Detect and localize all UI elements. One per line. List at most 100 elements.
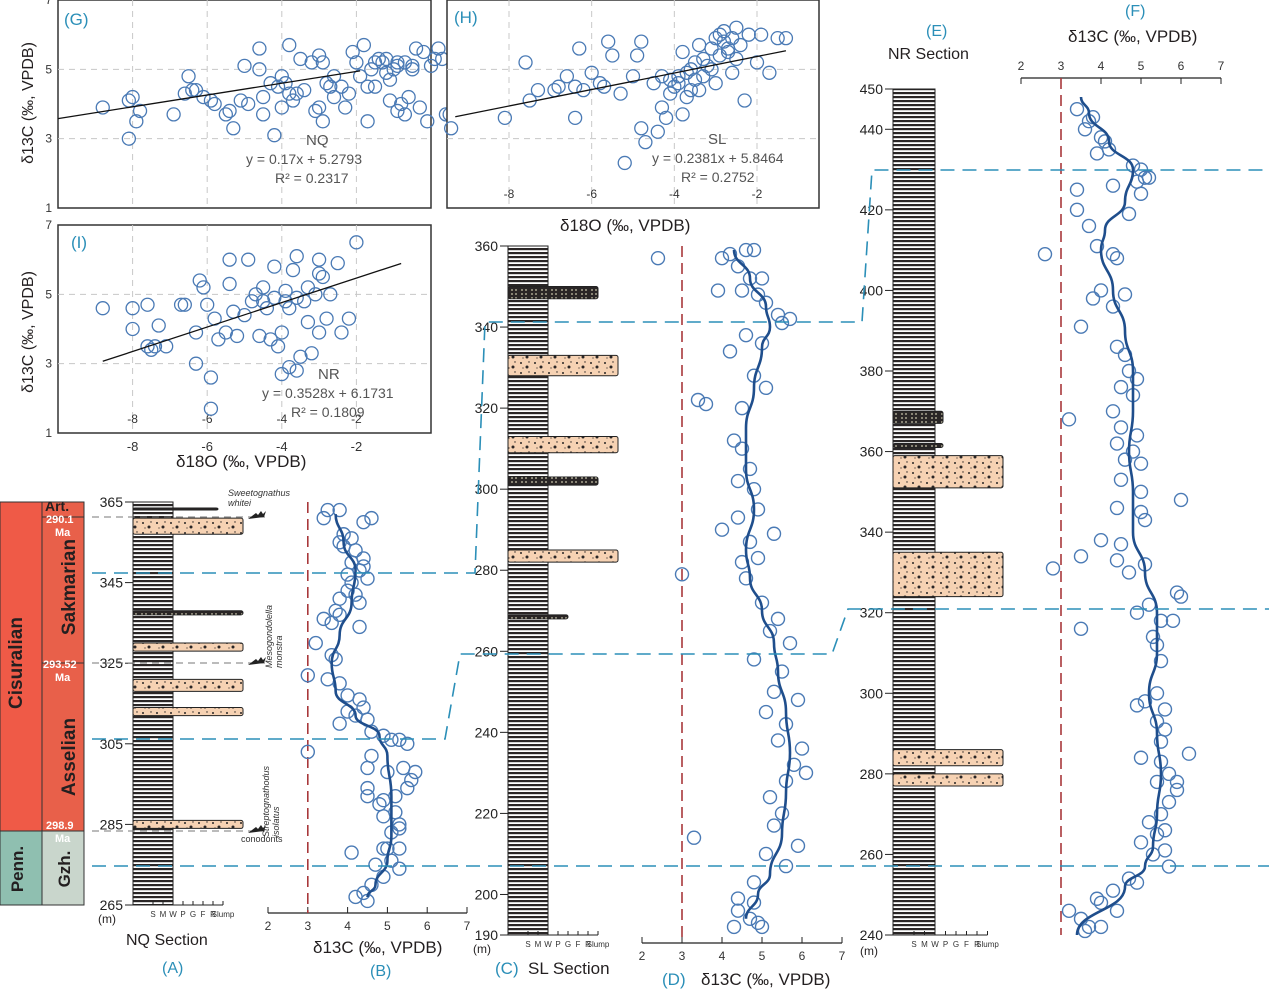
plot-frame xyxy=(446,0,820,209)
data-point xyxy=(263,76,278,91)
data-point xyxy=(696,51,711,67)
data-point xyxy=(222,252,237,267)
section-b-label: (B) xyxy=(370,963,392,980)
data-point xyxy=(218,325,234,340)
data-point xyxy=(675,44,690,60)
data-point xyxy=(400,736,415,751)
depth-tick-label: 260 xyxy=(475,643,499,659)
section-d-label: (D) xyxy=(662,970,686,989)
depth-tick-label: 340 xyxy=(475,319,499,335)
x-tick-label: 3 xyxy=(1058,59,1065,73)
section-label-g: NQ xyxy=(306,132,329,149)
data-point xyxy=(95,100,110,115)
depth-tick-label: 420 xyxy=(860,202,884,218)
data-point xyxy=(758,704,774,720)
data-point xyxy=(1129,605,1145,620)
data-point xyxy=(332,607,347,623)
depth-tick-label: 220 xyxy=(475,805,499,821)
section-e-title: NR Section xyxy=(888,46,969,63)
data-point xyxy=(798,765,814,781)
data-point xyxy=(1113,472,1129,487)
y-tick-label: 5 xyxy=(45,62,52,76)
data-point xyxy=(690,392,706,408)
data-point xyxy=(691,82,707,98)
data-point xyxy=(790,838,806,854)
data-point xyxy=(790,692,806,708)
depth-tick-label: 325 xyxy=(100,655,124,671)
data-point xyxy=(766,684,782,700)
data-point xyxy=(241,96,256,112)
data-point xyxy=(530,82,546,98)
trend-curve xyxy=(732,249,792,919)
data-point xyxy=(1153,734,1169,749)
sandstone-bed xyxy=(507,549,619,563)
age-298: 298.9 xyxy=(46,820,74,832)
data-point xyxy=(766,526,782,541)
grain-scale-label: W xyxy=(544,940,552,949)
data-point xyxy=(308,103,323,119)
data-point xyxy=(324,615,339,631)
data-point xyxy=(316,611,331,627)
data-point xyxy=(218,107,234,122)
data-point xyxy=(332,676,347,691)
data-point xyxy=(207,96,222,112)
data-point xyxy=(348,587,363,602)
conodont-icon xyxy=(248,657,266,665)
data-point xyxy=(1113,379,1129,395)
data-point xyxy=(311,252,327,267)
data-point xyxy=(252,41,267,56)
section-nr: 450 440 420 400 380 360 340 320 300 280 260 240 S M W P… xyxy=(860,81,1004,949)
x-tick-label: -2 xyxy=(351,439,363,454)
data-point xyxy=(671,69,686,84)
y-tick-label: 3 xyxy=(45,132,52,146)
data-point xyxy=(386,62,401,77)
data-point xyxy=(384,853,399,868)
stage-sakmarian: Sakmarian xyxy=(59,538,80,636)
data-point xyxy=(634,34,649,49)
data-point xyxy=(400,780,415,796)
data-point xyxy=(1121,363,1137,379)
data-point xyxy=(746,895,762,910)
data-point xyxy=(289,363,304,378)
data-point xyxy=(1157,823,1173,838)
data-point xyxy=(1133,186,1149,201)
stage-gzh-box xyxy=(41,830,85,906)
data-point xyxy=(340,567,355,582)
data-point xyxy=(237,58,252,74)
data-point xyxy=(348,889,363,905)
stage-asselian: Asselian xyxy=(59,717,80,797)
data-point xyxy=(1117,452,1133,467)
depth-tick-label: 360 xyxy=(860,444,884,460)
data-point xyxy=(95,301,110,316)
data-point xyxy=(140,297,155,312)
data-point xyxy=(252,62,267,77)
data-point xyxy=(696,69,711,84)
correlation-line-1 xyxy=(92,169,1269,574)
data-point xyxy=(1109,251,1125,266)
age-293-unit: Ma xyxy=(55,672,71,684)
sandstone-bed xyxy=(507,435,619,454)
data-point xyxy=(326,89,342,105)
data-point xyxy=(311,48,327,63)
data-point xyxy=(1117,287,1133,302)
grain-scale-label: Slump xyxy=(212,910,235,919)
data-point xyxy=(319,311,334,326)
data-point xyxy=(714,522,730,537)
data-point xyxy=(311,100,327,115)
data-point xyxy=(1089,891,1105,906)
data-point xyxy=(1169,585,1185,600)
data-point xyxy=(274,100,289,115)
x-tick-label: 4 xyxy=(344,919,351,933)
data-point xyxy=(1169,774,1185,790)
grain-scale-label: Slump xyxy=(976,940,999,949)
lithology-column xyxy=(132,501,174,906)
data-point xyxy=(229,328,245,344)
data-point xyxy=(267,128,282,143)
data-point xyxy=(408,41,424,56)
x-tick-label: -6 xyxy=(586,187,597,201)
data-point xyxy=(1133,835,1149,850)
data-point xyxy=(330,255,345,271)
data-point xyxy=(338,100,353,115)
r2-i: R² = 0.1809 xyxy=(291,404,365,420)
data-point xyxy=(315,114,330,129)
